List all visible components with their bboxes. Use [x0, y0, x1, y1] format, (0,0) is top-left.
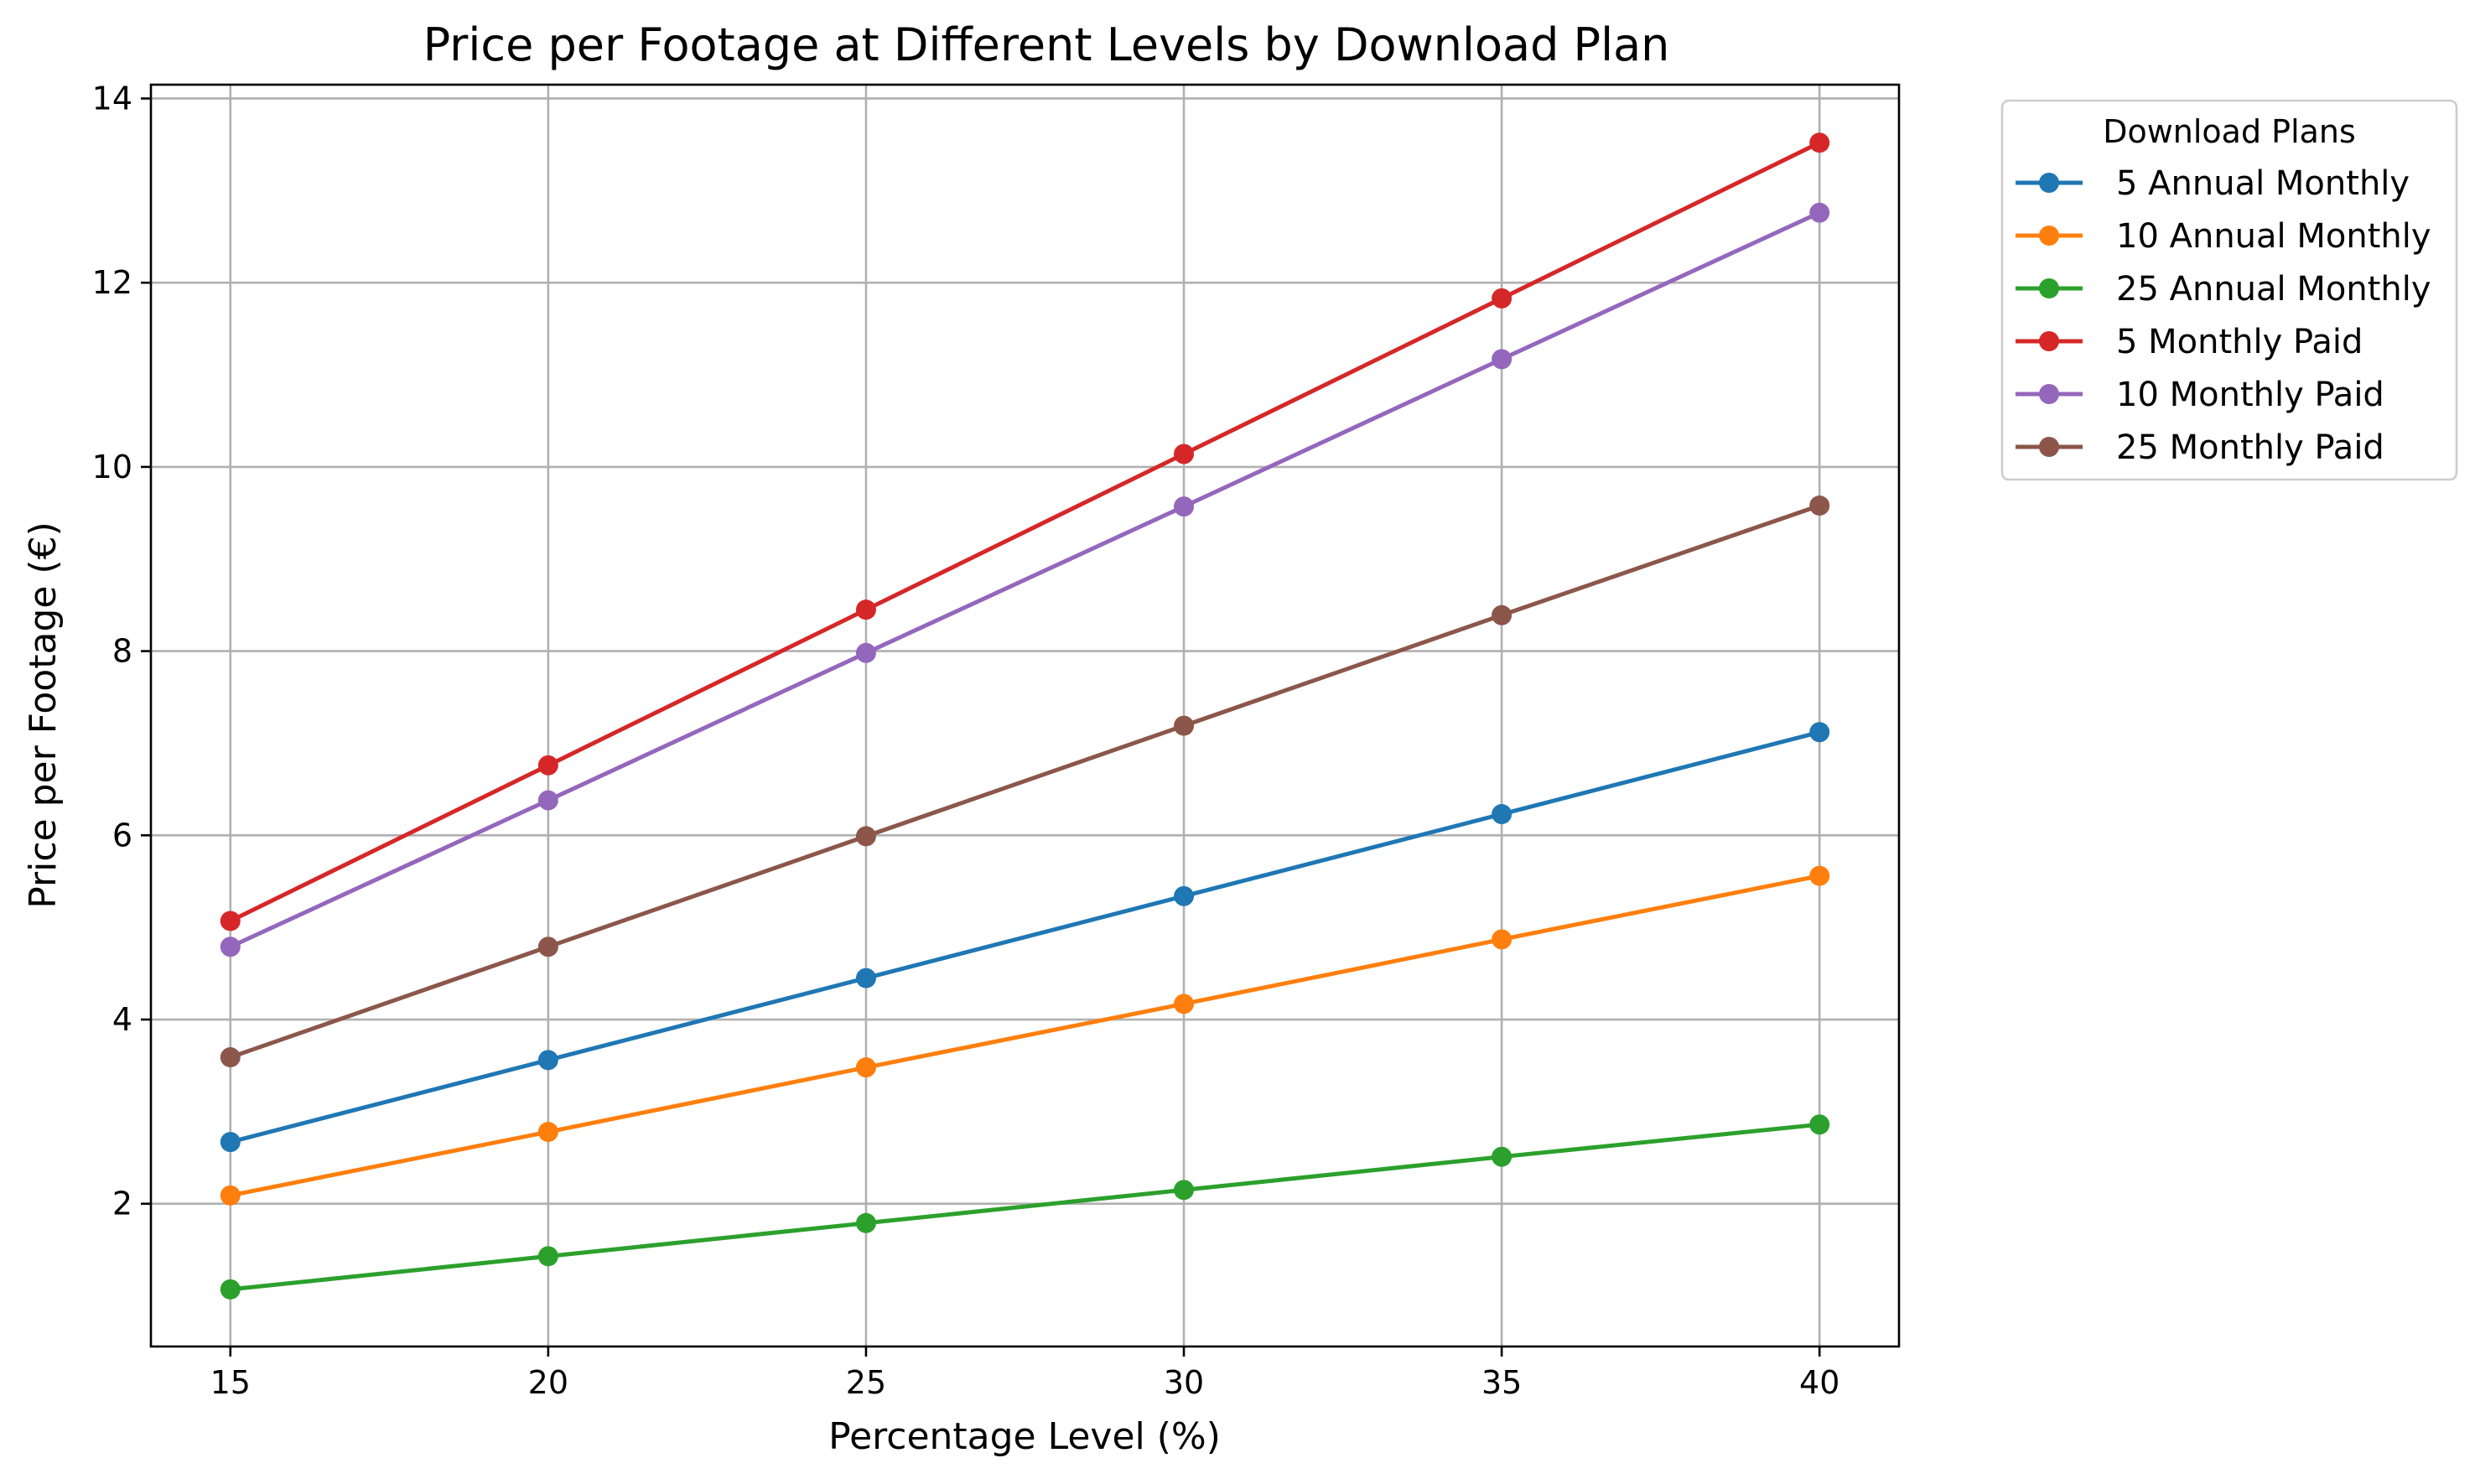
legend-entry: 10 Monthly Paid [2016, 376, 2384, 414]
data-point [220, 911, 241, 931]
legend-title: Download Plans [2103, 113, 2356, 150]
data-point [855, 1212, 876, 1233]
x-tick-label: 20 [528, 1364, 568, 1401]
legend-entry: 10 Annual Monthly [2016, 217, 2431, 256]
series-4 [220, 132, 1830, 931]
data-point [855, 968, 876, 988]
data-point [1174, 444, 1195, 464]
legend-entries: 5 Annual Monthly 10 Annual Monthly 25 Annu… [2016, 164, 2431, 467]
series-5 [220, 202, 1830, 957]
data-point [1174, 1180, 1195, 1201]
chart-title: Price per Footage at Different Levels by… [423, 18, 1670, 71]
legend-marker [2039, 437, 2059, 457]
series-line [230, 874, 1820, 1198]
series-line [230, 1122, 1820, 1292]
data-point [220, 1279, 241, 1300]
data-point [220, 1047, 241, 1068]
data-point [220, 1185, 241, 1206]
x-tick-label: 15 [210, 1364, 251, 1401]
data-point [537, 1246, 558, 1267]
plot-area-frame [149, 83, 1901, 1348]
data-point [1492, 604, 1512, 625]
data-point [537, 755, 558, 776]
legend-label: 25 Monthly Paid [2116, 428, 2384, 467]
legend-label: 5 Annual Monthly [2116, 164, 2410, 203]
data-point [1174, 885, 1195, 906]
data-point [537, 937, 558, 957]
legend-marker [2039, 173, 2059, 193]
data-point [1174, 994, 1195, 1014]
legend-entry: 5 Monthly Paid [2016, 323, 2363, 361]
y-axis-label: Price per Footage (€) [22, 521, 65, 909]
y-tick-label: 14 [92, 80, 132, 117]
series-line [229, 210, 1821, 949]
data-point [855, 599, 876, 620]
series-line [230, 729, 1820, 1144]
data-point [1492, 288, 1512, 309]
legend-label: 5 Monthly Paid [2116, 323, 2363, 361]
legend-marker [2039, 226, 2059, 246]
grid [151, 85, 1899, 1346]
data-point [855, 826, 876, 847]
data-point [1809, 865, 1830, 886]
data-point [1809, 132, 1830, 153]
legend-marker [2039, 384, 2059, 404]
series-line [229, 140, 1821, 923]
legend-marker [2039, 278, 2059, 298]
x-tick-label: 25 [846, 1364, 886, 1401]
series-layer [220, 132, 1830, 1300]
data-point [220, 1132, 241, 1153]
legend-label: 25 Annual Monthly [2116, 270, 2431, 309]
data-point [1492, 349, 1512, 370]
data-point [1809, 722, 1830, 743]
x-tick-label: 35 [1481, 1364, 1522, 1401]
x-axis-label: Percentage Level (%) [828, 1415, 1221, 1458]
legend-marker [2039, 331, 2059, 351]
data-point [1809, 202, 1830, 223]
legend-label: 10 Monthly Paid [2116, 376, 2384, 414]
x-tick-label: 40 [1799, 1364, 1839, 1401]
data-point [1492, 804, 1512, 825]
data-point [537, 1050, 558, 1071]
data-point [1809, 1114, 1830, 1135]
legend-entry: 5 Annual Monthly [2016, 164, 2410, 203]
legend-frame [2000, 99, 2458, 481]
series-line [229, 503, 1821, 1060]
data-point [855, 642, 876, 663]
data-point [855, 1057, 876, 1078]
y-tick-label: 10 [92, 449, 132, 485]
series-2 [220, 865, 1830, 1206]
data-point [1492, 929, 1512, 950]
series-1 [220, 722, 1830, 1153]
data-point [1174, 715, 1195, 736]
data-point [537, 790, 558, 811]
y-tick-label: 4 [112, 1001, 132, 1038]
y-tick-label: 8 [112, 633, 132, 670]
data-point [220, 937, 241, 957]
y-tick-label: 6 [112, 817, 132, 854]
axis-ticks: 15 20 25 30 35 40 2 4 6 8 10 12 14 [92, 80, 1840, 1401]
data-point [1492, 1146, 1512, 1167]
x-tick-label: 30 [1164, 1364, 1204, 1401]
data-point [1809, 496, 1830, 516]
series-3 [220, 1114, 1830, 1300]
series-6 [220, 496, 1830, 1068]
y-tick-label: 2 [112, 1186, 132, 1222]
legend-entry: 25 Monthly Paid [2016, 428, 2384, 467]
data-point [537, 1122, 558, 1143]
data-point [1174, 496, 1195, 517]
legend-label: 10 Annual Monthly [2116, 217, 2431, 256]
legend-entry: 25 Annual Monthly [2016, 270, 2431, 309]
legend: Download Plans 5 Annual Monthly 10 Annual… [2000, 99, 2458, 481]
y-tick-label: 12 [92, 264, 132, 301]
